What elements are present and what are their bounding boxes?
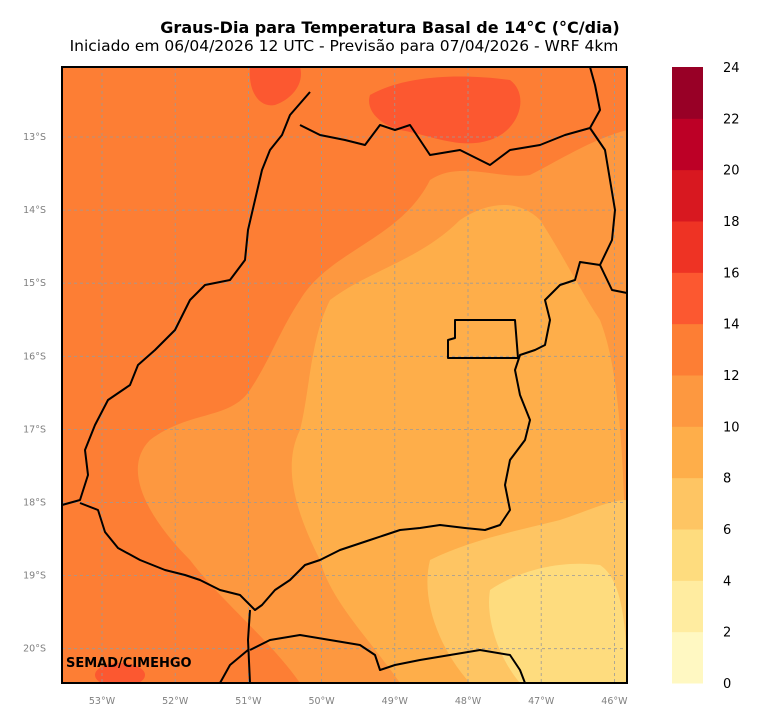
south-border <box>219 609 526 684</box>
colorbar-swatch <box>672 426 703 479</box>
colorbar-tick-label: 24 <box>723 61 740 76</box>
goias-border <box>61 91 311 506</box>
minas-border-east <box>599 264 628 294</box>
lat-tick-label: 20°S <box>23 644 46 655</box>
map-subtitle: Iniciado em 06/04/2026 12 UTC - Previsão… <box>69 37 619 55</box>
colorbar-swatch <box>672 580 703 633</box>
lon-tick-label: 47°W <box>528 696 555 707</box>
goias-bahia-border <box>79 127 616 611</box>
temperature-field <box>62 67 627 683</box>
colorbar-tick-label: 10 <box>723 420 740 435</box>
lat-tick-label: 19°S <box>23 571 46 582</box>
colorbar-tick-label: 0 <box>723 677 731 692</box>
colorbar-swatch <box>672 169 703 222</box>
map-grid <box>62 67 627 683</box>
colorbar-tick-label: 12 <box>723 369 740 384</box>
map-frame <box>61 66 628 684</box>
field-4-6 <box>489 563 627 683</box>
colorbar-swatch <box>672 118 703 171</box>
colorbar-tick-label: 16 <box>723 266 740 281</box>
lat-tick-label: 15°S <box>23 278 46 289</box>
colorbar-swatch <box>672 477 703 530</box>
map-title: Graus-Dia para Temperatura Basal de 14°C… <box>160 18 620 37</box>
lat-tick-label: 18°S <box>23 498 46 509</box>
state-boundaries <box>61 66 628 684</box>
lon-tick-label: 48°W <box>455 696 482 707</box>
colorbar-tick-label: 4 <box>723 574 731 589</box>
colorbar-tick-label: 2 <box>723 626 731 641</box>
colorbar-tick-label: 18 <box>723 215 740 230</box>
longitude-labels: 53°W 52°W 51°W 50°W 49°W 48°W 47°W 46°W <box>89 696 628 707</box>
colorbar-swatch <box>672 221 703 273</box>
colorbar-swatch <box>672 272 703 325</box>
latitude-labels: 13°S 14°S 15°S 16°S 17°S 18°S 19°S 20°S <box>23 132 46 655</box>
lon-tick-label: 51°W <box>235 696 262 707</box>
lon-tick-label: 50°W <box>308 696 335 707</box>
goias-border-east <box>299 66 601 166</box>
watermark-label: SEMAD/CIMEHGO <box>66 656 192 671</box>
lon-tick-label: 49°W <box>382 696 409 707</box>
colorbar <box>672 67 703 684</box>
colorbar-tick-label: 22 <box>723 112 740 127</box>
colorbar-tick-label: 14 <box>723 318 740 333</box>
colorbar-tick-label: 20 <box>723 164 740 179</box>
lon-tick-label: 52°W <box>162 696 189 707</box>
colorbar-tick-label: 6 <box>723 523 731 538</box>
colorbar-tick-label: 8 <box>723 472 731 487</box>
colorbar-swatch <box>672 529 703 581</box>
field-14-16-northwest <box>249 67 301 106</box>
lon-tick-label: 46°W <box>601 696 628 707</box>
lat-tick-label: 17°S <box>23 424 46 435</box>
colorbar-swatch <box>672 375 703 427</box>
lat-tick-label: 13°S <box>23 132 46 143</box>
lat-tick-label: 14°S <box>23 205 46 216</box>
field-14-16-south <box>95 663 145 683</box>
lat-tick-label: 16°S <box>23 351 46 362</box>
colorbar-swatch <box>672 323 703 376</box>
lon-tick-label: 53°W <box>89 696 116 707</box>
colorbar-swatch <box>672 67 703 119</box>
colorbar-swatch <box>672 631 703 684</box>
federal-district-border <box>447 319 519 359</box>
